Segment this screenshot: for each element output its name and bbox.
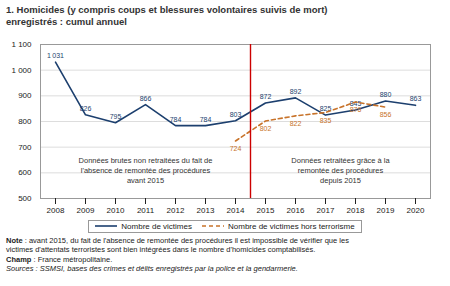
svg-text:802: 802 xyxy=(260,125,272,132)
html-text:Nombre de victimes: Nombre de victimes xyxy=(121,221,192,231)
svg-text:880: 880 xyxy=(380,91,392,98)
svg-text:2008: 2008 xyxy=(47,206,65,215)
svg-text:822: 822 xyxy=(290,120,302,127)
svg-text:Données brutes non retraitées: Données brutes non retraitées du fait de… xyxy=(79,156,213,185)
svg-text:2010: 2010 xyxy=(107,206,125,215)
svg-text:2014: 2014 xyxy=(227,206,245,215)
svg-text:892: 892 xyxy=(290,88,302,95)
svg-text:500: 500 xyxy=(18,194,32,203)
svg-text:866: 866 xyxy=(140,94,152,101)
svg-text:700: 700 xyxy=(18,142,32,151)
svg-text:835: 835 xyxy=(320,116,332,123)
svg-text:Données retraitées grâce à lar: Données retraitées grâce à laremontée de… xyxy=(291,156,390,185)
svg-text:2017: 2017 xyxy=(317,206,335,215)
html-text:Champ: France métropolitaine.: Champ: France métropolitaine. xyxy=(6,254,113,264)
svg-text:2009: 2009 xyxy=(77,206,95,215)
html-text:Note: avant 2015, du fait de l: Note: avant 2015, du fait de l'absence d… xyxy=(6,235,349,255)
svg-text:803: 803 xyxy=(230,110,242,117)
html-text:1. Homicides (y compris coups: 1. Homicides (y compris coups et blessur… xyxy=(6,4,328,27)
svg-text:1 100: 1 100 xyxy=(11,40,32,49)
svg-text:876: 876 xyxy=(350,106,362,113)
svg-text:1 000: 1 000 xyxy=(11,65,32,74)
svg-text:825: 825 xyxy=(319,104,332,112)
svg-text:2016: 2016 xyxy=(287,206,305,215)
svg-text:863: 863 xyxy=(410,95,422,102)
svg-text:784: 784 xyxy=(170,115,182,122)
svg-text:2015: 2015 xyxy=(257,206,275,215)
svg-text:2013: 2013 xyxy=(197,206,215,215)
svg-text:1 031: 1 031 xyxy=(47,52,64,59)
svg-text:856: 856 xyxy=(380,111,392,118)
svg-text:900: 900 xyxy=(18,91,32,100)
svg-text:800: 800 xyxy=(18,117,32,126)
html-text:Nombre de victimes hors terror: Nombre de victimes hors terrorisme xyxy=(228,221,355,231)
svg-text:2011: 2011 xyxy=(137,206,155,215)
svg-text:600: 600 xyxy=(18,168,32,177)
svg-text:2020: 2020 xyxy=(407,206,425,215)
svg-text:2018: 2018 xyxy=(347,206,365,215)
svg-text:872: 872 xyxy=(260,93,272,100)
svg-text:795: 795 xyxy=(110,113,122,120)
svg-text:2019: 2019 xyxy=(377,206,395,215)
svg-text:826: 826 xyxy=(80,105,92,112)
svg-text:2012: 2012 xyxy=(167,206,185,215)
svg-text:724: 724 xyxy=(230,145,242,152)
svg-text:784: 784 xyxy=(200,115,212,122)
html-text:Sources : SSMSI, bases des cri: Sources : SSMSI, bases des crimes et dél… xyxy=(6,263,298,273)
